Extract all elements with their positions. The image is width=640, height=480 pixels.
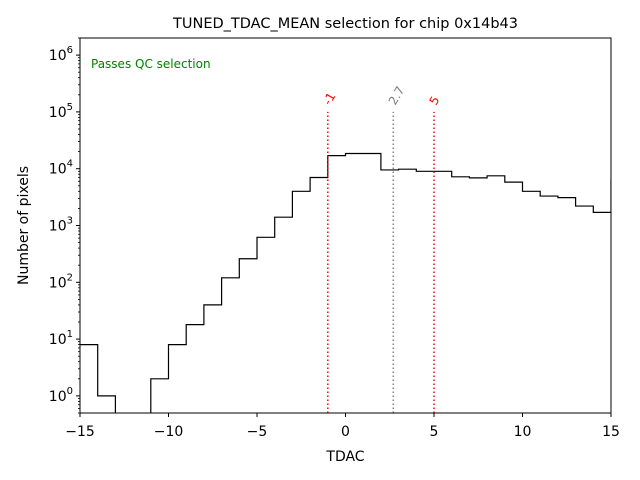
x-tick-label: 15 xyxy=(602,424,620,440)
y-tick-label: 103 xyxy=(49,216,73,235)
vline-label-2: 5 xyxy=(426,94,442,108)
y-tick-label: 105 xyxy=(49,102,73,121)
y-tick-label: 101 xyxy=(49,329,73,348)
y-axis-title: Number of pixels xyxy=(16,166,32,285)
x-tick-label: 5 xyxy=(430,424,439,440)
vline-label-1: 2.7 xyxy=(386,84,408,108)
x-tick-label: −5 xyxy=(247,424,268,440)
y-tick-label: 106 xyxy=(49,45,73,64)
plot-frame xyxy=(79,37,612,414)
chart-title: TUNED_TDAC_MEAN selection for chip 0x14b… xyxy=(172,16,518,32)
x-axis-title: TDAC xyxy=(325,449,364,465)
y-tick-label: 104 xyxy=(49,159,73,178)
y-tick-label: 100 xyxy=(49,386,73,405)
qc-annotation: Passes QC selection xyxy=(91,57,211,71)
y-tick-label: 102 xyxy=(49,272,73,291)
x-tick-label: 10 xyxy=(514,424,532,440)
vline-label-0: -1 xyxy=(320,90,338,107)
x-tick-label: −10 xyxy=(154,424,184,440)
plot-area xyxy=(80,111,611,413)
histogram-steps xyxy=(80,152,611,413)
x-tick-label: −15 xyxy=(65,424,95,440)
x-tick-label: 0 xyxy=(341,424,350,440)
